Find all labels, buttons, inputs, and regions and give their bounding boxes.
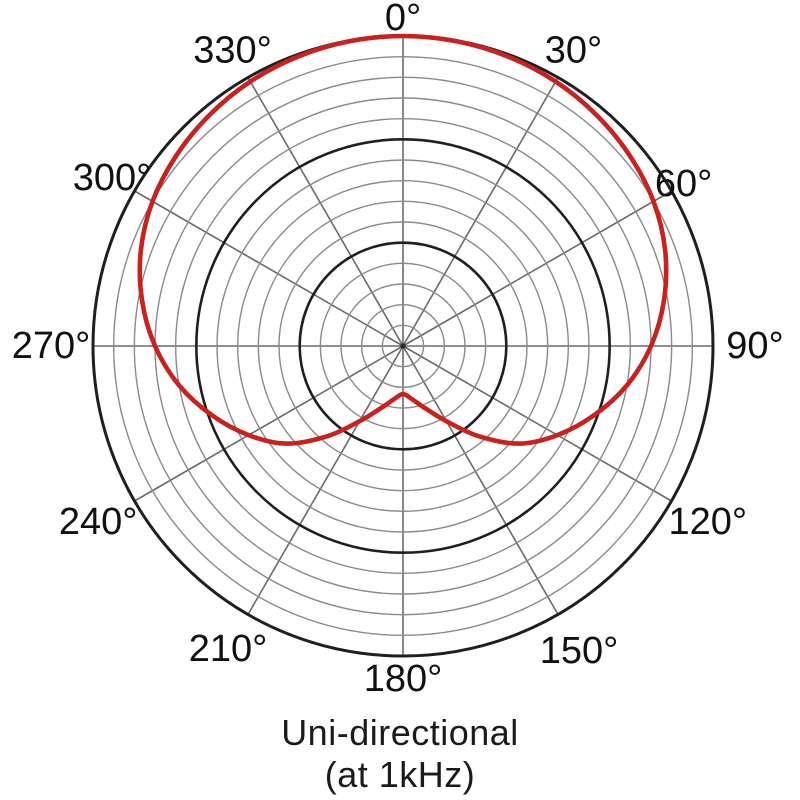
- radial-gridline-bold: [195, 138, 611, 554]
- angle-tick-label: 90°: [726, 325, 783, 367]
- angle-tick-label: 30°: [545, 30, 602, 72]
- caption-subtitle: (at 1kHz): [324, 754, 476, 795]
- angle-tick-label: 270°: [12, 325, 91, 367]
- center-dot: [400, 343, 406, 349]
- radial-gridline: [340, 283, 466, 409]
- angle-tick-label: 210°: [189, 628, 268, 670]
- radial-gridline: [257, 200, 549, 492]
- radial-gridline: [174, 117, 632, 575]
- angle-tick-label: 0°: [385, 0, 421, 39]
- radial-gridline-bold: [298, 241, 508, 451]
- spoke-line: [247, 345, 404, 615]
- spoke-line: [134, 190, 404, 347]
- radial-gridline: [112, 55, 694, 637]
- radial-gridline: [278, 221, 528, 471]
- radial-gridline: [133, 76, 673, 616]
- angle-tick-label: 330°: [193, 30, 272, 72]
- spoke-line: [134, 345, 404, 502]
- spoke-line: [402, 190, 672, 347]
- spoke-line: [402, 345, 672, 502]
- radial-gridline: [236, 179, 570, 513]
- angle-tick-label: 240°: [59, 501, 138, 543]
- radial-gridline: [381, 324, 425, 368]
- angle-tick-label: 60°: [655, 163, 712, 205]
- response-curve: [137, 33, 669, 446]
- angle-tick-label: 180°: [364, 658, 443, 700]
- polar-chart-canvas: 0° 30° 60° 90° 120° 150° 180° 210° 240° 270° 300° 3…: [12, 0, 784, 700]
- spoke-line: [402, 77, 559, 347]
- radial-gridline: [216, 159, 590, 533]
- radial-gridline: [360, 303, 446, 389]
- spoke-line: [402, 345, 559, 615]
- radial-gridline: [319, 262, 487, 430]
- angle-tick-label: 120°: [668, 501, 747, 543]
- angle-tick-label: 300°: [73, 157, 152, 199]
- spoke-line: [247, 77, 404, 347]
- angle-tick-label: 150°: [540, 630, 619, 672]
- chart-caption: Uni-directional (at 1kHz): [0, 712, 800, 796]
- caption-title: Uni-directional: [281, 712, 519, 753]
